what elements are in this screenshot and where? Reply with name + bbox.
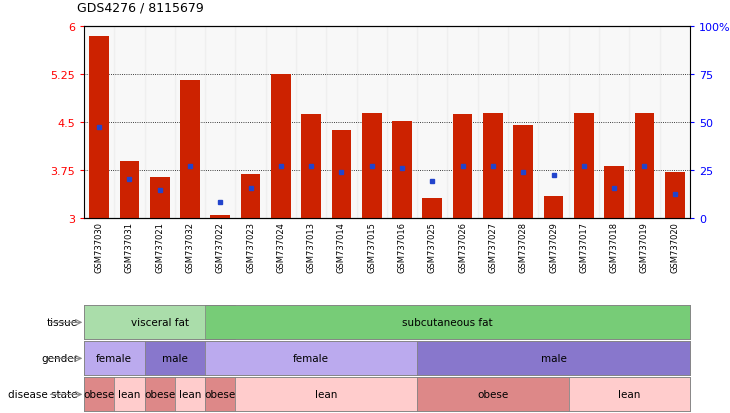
Bar — [665, 173, 685, 219]
Bar — [271, 75, 291, 219]
Bar — [417, 342, 690, 375]
Bar — [266, 27, 296, 219]
Bar — [423, 198, 442, 219]
Text: obese: obese — [204, 389, 236, 399]
Text: lean: lean — [118, 389, 141, 399]
Bar — [89, 36, 109, 219]
Text: obese: obese — [83, 389, 115, 399]
Text: lean: lean — [179, 389, 201, 399]
Bar — [145, 342, 205, 375]
Bar — [447, 27, 477, 219]
Bar — [392, 121, 412, 219]
Text: male: male — [541, 354, 566, 363]
Bar — [84, 306, 235, 339]
Bar — [574, 113, 593, 219]
Text: disease state: disease state — [8, 389, 78, 399]
Bar — [634, 113, 654, 219]
Bar — [513, 126, 533, 219]
Text: female: female — [293, 354, 329, 363]
Bar — [210, 216, 230, 219]
Bar — [544, 197, 564, 219]
Bar — [301, 115, 321, 219]
Bar — [296, 27, 326, 219]
Bar — [205, 377, 235, 411]
Bar — [205, 306, 690, 339]
Bar — [205, 27, 235, 219]
Text: tissue: tissue — [47, 318, 78, 328]
Text: gender: gender — [41, 354, 78, 363]
Bar — [453, 115, 472, 219]
Bar — [241, 174, 261, 219]
Text: lean: lean — [315, 389, 337, 399]
Bar — [569, 377, 690, 411]
Bar — [356, 27, 387, 219]
Bar — [569, 27, 599, 219]
Bar — [235, 27, 266, 219]
Bar — [331, 131, 351, 219]
Text: visceral fat: visceral fat — [131, 318, 188, 328]
Bar — [174, 27, 205, 219]
Text: male: male — [162, 354, 188, 363]
Bar — [84, 377, 114, 411]
Text: female: female — [96, 354, 132, 363]
Bar — [120, 161, 139, 219]
Bar — [235, 377, 417, 411]
Bar — [326, 27, 356, 219]
Bar — [145, 27, 174, 219]
Bar — [205, 342, 417, 375]
Bar — [508, 27, 538, 219]
Text: GDS4276 / 8115679: GDS4276 / 8115679 — [77, 2, 204, 14]
Bar — [174, 377, 205, 411]
Bar — [84, 27, 114, 219]
Bar — [84, 342, 145, 375]
Bar — [599, 27, 629, 219]
Bar — [114, 27, 145, 219]
Bar — [477, 27, 508, 219]
Bar — [180, 81, 200, 219]
Bar — [150, 177, 169, 219]
Bar — [417, 27, 447, 219]
Text: obese: obese — [144, 389, 175, 399]
Bar — [362, 113, 382, 219]
Bar — [114, 377, 145, 411]
Bar — [604, 166, 624, 219]
Text: lean: lean — [618, 389, 640, 399]
Text: subcutaneous fat: subcutaneous fat — [402, 318, 493, 328]
Text: obese: obese — [477, 389, 509, 399]
Bar — [483, 113, 503, 219]
Bar — [538, 27, 569, 219]
Bar — [387, 27, 418, 219]
Bar — [145, 377, 174, 411]
Bar — [417, 377, 569, 411]
Bar — [629, 27, 659, 219]
Bar — [659, 27, 690, 219]
